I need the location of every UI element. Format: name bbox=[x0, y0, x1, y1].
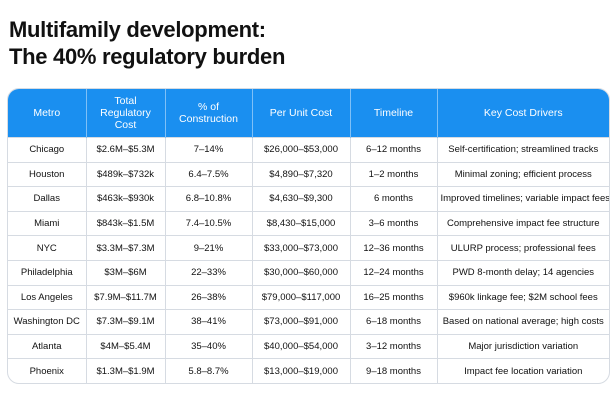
table-cell: NYC bbox=[8, 235, 87, 261]
table-cell: $489k–$732k bbox=[86, 161, 166, 187]
table-cell: 6.4–7.5% bbox=[165, 161, 253, 187]
table-cell: 9–18 months bbox=[350, 358, 438, 383]
table-cell: 6–18 months bbox=[350, 309, 438, 335]
table-container: Metro Total Regulatory Cost% of Construct… bbox=[7, 88, 610, 384]
table-cell: Washington DC bbox=[8, 309, 87, 335]
table-cell: $3.3M–$7.3M bbox=[86, 235, 166, 261]
column-header: Total Regulatory Cost bbox=[86, 89, 166, 138]
table-cell: $7.3M–$9.1M bbox=[86, 309, 166, 335]
table-cell: ULURP process; professional fees bbox=[437, 235, 609, 261]
table-cell: PWD 8-month delay; 14 agencies bbox=[437, 259, 609, 286]
table-cell: Houston bbox=[8, 161, 87, 187]
table-row: Washington DC $7.3M–$9.1M 38–41% $73,000–$9… bbox=[8, 309, 609, 335]
table-cell: $4M–$5.4M bbox=[86, 333, 166, 359]
table-cell: 7–14% bbox=[165, 137, 253, 163]
table-cell: 9–21% bbox=[165, 235, 253, 261]
table-cell: 6 months bbox=[350, 186, 438, 212]
title: Multifamily development: The 40% regulat… bbox=[9, 16, 285, 70]
table-cell: 26–38% bbox=[165, 284, 253, 310]
table-cell: Self-certification; streamlined tracks bbox=[437, 137, 609, 163]
table-cell: Dallas bbox=[8, 186, 87, 212]
table-cell: $960k linkage fee; $2M school fees bbox=[437, 284, 609, 310]
table-row: NYC $3.3M–$7.3M 9–21% $33,000–$73,000 12–36 … bbox=[8, 235, 609, 261]
table-cell: 3–12 months bbox=[350, 333, 438, 359]
table-cell: Miami bbox=[8, 210, 87, 236]
table-cell: Phoenix bbox=[8, 358, 87, 383]
table-cell: Atlanta bbox=[8, 333, 87, 359]
table-cell: $463k–$930k bbox=[86, 186, 166, 212]
table-cell: 7.4–10.5% bbox=[165, 210, 253, 236]
table-cell: $2.6M–$5.3M bbox=[86, 137, 166, 163]
column-header: Metro bbox=[8, 89, 87, 138]
table-row: Phoenix $1.3M–$1.9M 5.8–8.7% $13,000–$19,00… bbox=[8, 358, 609, 383]
table-cell: $4,890–$7,320 bbox=[252, 161, 351, 187]
table-cell: 6–12 months bbox=[350, 137, 438, 163]
table-cell: 12–24 months bbox=[350, 259, 438, 286]
table-cell: Los Angeles bbox=[8, 284, 87, 310]
table-cell: $40,000–$54,000 bbox=[252, 333, 351, 359]
table-cell: Chicago bbox=[8, 137, 87, 163]
table-cell: $1.3M–$1.9M bbox=[86, 358, 166, 383]
table-cell: $4,630–$9,300 bbox=[252, 186, 351, 212]
column-header: Key Cost Drivers bbox=[437, 89, 609, 138]
table-row: Houston $489k–$732k 6.4–7.5% $4,890–$7,320 1… bbox=[8, 161, 609, 187]
header-row: Metro Total Regulatory Cost% of Construct… bbox=[8, 89, 609, 138]
table-cell: $3M–$6M bbox=[86, 259, 166, 286]
table-cell: Major jurisdiction variation bbox=[437, 333, 609, 359]
column-header: % of Construction bbox=[165, 89, 253, 138]
table-cell: 16–25 months bbox=[350, 284, 438, 310]
table-cell: $13,000–$19,000 bbox=[252, 358, 351, 383]
table-cell: $26,000–$53,000 bbox=[252, 137, 351, 163]
table-cell: 38–41% bbox=[165, 309, 253, 335]
table-cell: Philadelphia bbox=[8, 259, 87, 286]
table-cell: $8,430–$15,000 bbox=[252, 210, 351, 236]
table-row: Los Angeles $7.9M–$11.7M 26–38% $79,000–$11… bbox=[8, 284, 609, 310]
table-row: Chicago $2.6M–$5.3M 7–14% $26,000–$53,000 6–… bbox=[8, 137, 609, 163]
table-cell: Comprehensive impact fee structure bbox=[437, 210, 609, 236]
table-row: Dallas $463k–$930k 6.8–10.8% $4,630–$9,300 6… bbox=[8, 186, 609, 212]
table-cell: $73,000–$91,000 bbox=[252, 309, 351, 335]
table-row: Miami $843k–$1.5M 7.4–10.5% $8,430–$15,000 3… bbox=[8, 210, 609, 236]
column-header: Per Unit Cost bbox=[252, 89, 351, 138]
table-cell: $33,000–$73,000 bbox=[252, 235, 351, 261]
table-cell: Based on national average; high costs bbox=[437, 309, 609, 335]
table-cell: 5.8–8.7% bbox=[165, 358, 253, 383]
table-cell: 35–40% bbox=[165, 333, 253, 359]
table-cell: $7.9M–$11.7M bbox=[86, 284, 166, 310]
table-cell: 6.8–10.8% bbox=[165, 186, 253, 212]
table-body: Chicago $2.6M–$5.3M 7–14% $26,000–$53,000 6–… bbox=[8, 137, 609, 383]
table-cell: 3–6 months bbox=[350, 210, 438, 236]
table: Metro Total Regulatory Cost% of Construct… bbox=[8, 89, 609, 383]
table-cell: $30,000–$60,000 bbox=[252, 259, 351, 286]
table-cell: $79,000–$117,000 bbox=[252, 284, 351, 310]
table-cell: Minimal zoning; efficient process bbox=[437, 161, 609, 187]
table-row: Philadelphia $3M–$6M 22–33% $30,000–$60,000… bbox=[8, 259, 609, 286]
title-line: Multifamily development: bbox=[9, 17, 266, 42]
title-line: The 40% regulatory burden bbox=[9, 44, 286, 69]
table-cell: Improved timelines; variable impact fees bbox=[437, 186, 609, 212]
table-cell: 1–2 months bbox=[350, 161, 438, 187]
table-cell: Impact fee location variation bbox=[437, 358, 609, 383]
table-cell: 12–36 months bbox=[350, 235, 438, 261]
column-header: Timeline bbox=[350, 89, 438, 138]
table-cell: $843k–$1.5M bbox=[86, 210, 166, 236]
table-row: Atlanta $4M–$5.4M 35–40% $40,000–$54,000 3–1… bbox=[8, 333, 609, 359]
table-cell: 22–33% bbox=[165, 259, 253, 286]
